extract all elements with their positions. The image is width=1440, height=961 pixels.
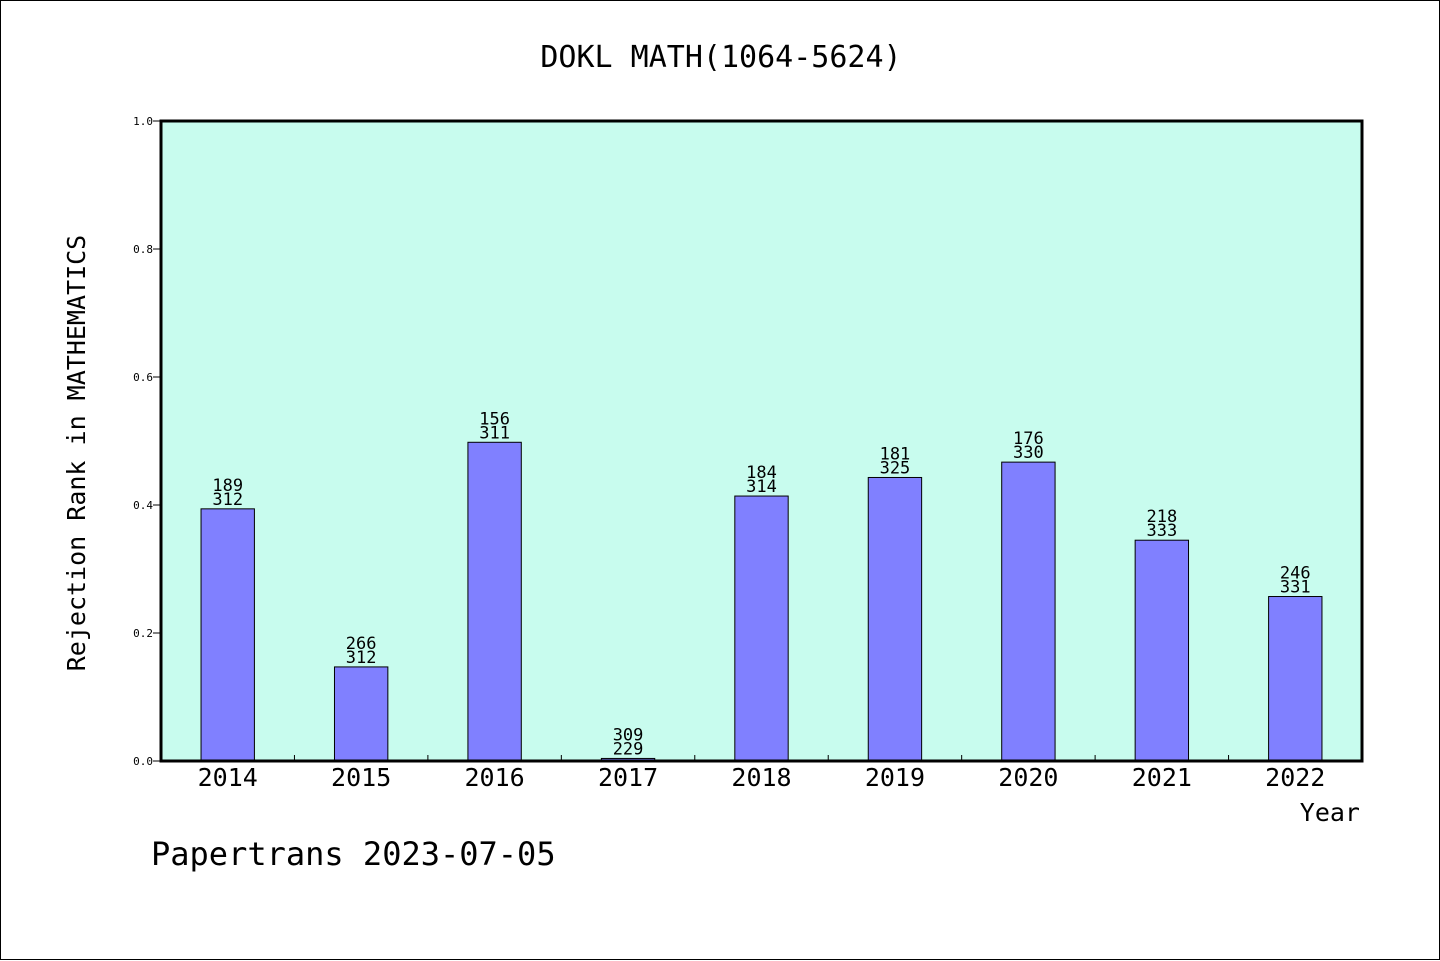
x-axis-ticks: 2014 2015 2016 2017 2018 2019 2020 2021 2022 [198, 755, 1325, 792]
x-tick-label: 2020 [998, 763, 1058, 792]
data-label-bottom: 331 [1280, 578, 1311, 598]
plot-border [159, 119, 1364, 763]
data-label-top: 156 [479, 409, 510, 429]
data-label-top: 246 [1280, 564, 1311, 584]
bar-2015 [333, 666, 389, 762]
data-label-top: 189 [212, 476, 243, 496]
x-tick-label: 2022 [1265, 763, 1325, 792]
data-label-top: 184 [746, 463, 777, 483]
y-axis-label: Rejection Rank in MATHEMATICS [62, 235, 91, 672]
data-label-bottom: 333 [1146, 521, 1177, 541]
data-label-bottom: 229 [613, 739, 644, 759]
x-tick-label: 2016 [465, 763, 525, 792]
x-axis-label: Year [1300, 798, 1360, 827]
data-label-top: 181 [880, 444, 911, 464]
data-label-top: 176 [1013, 429, 1044, 449]
bar-2018 [734, 495, 789, 762]
bar-2020 [1001, 461, 1056, 762]
y-tick-label: 0.0 [133, 755, 153, 768]
y-tick-label: 0.8 [133, 243, 153, 256]
bar-2014 [200, 508, 255, 762]
x-tick-label: 2021 [1132, 763, 1192, 792]
y-tick-label: 0.2 [133, 627, 153, 640]
bar-2016 [467, 441, 522, 762]
data-label-bottom: 330 [1013, 443, 1044, 463]
data-label-bottom: 312 [346, 648, 377, 668]
y-tick-label: 0.6 [133, 371, 153, 384]
data-label-bottom: 312 [212, 490, 243, 510]
x-tick-label: 2019 [865, 763, 925, 792]
bar-2021 [1134, 539, 1190, 762]
x-tick-label: 2015 [331, 763, 391, 792]
data-labels: 1893122663121563113092291843141813251763… [212, 409, 1310, 759]
data-label-top: 309 [613, 725, 644, 745]
y-axis-ticks: 0.0 0.2 0.4 0.6 0.8 1.0 [133, 115, 161, 768]
data-label-bottom: 311 [479, 423, 510, 443]
bars [200, 441, 1323, 762]
chart-title: DOKL MATH(1064-5624) [540, 40, 901, 75]
x-tick-label: 2017 [598, 763, 658, 792]
bar-2019 [867, 476, 923, 762]
bar-2022 [1268, 596, 1323, 762]
data-label-bottom: 325 [880, 458, 911, 478]
y-tick-label: 1.0 [133, 115, 153, 128]
data-label-bottom: 314 [746, 477, 777, 497]
x-tick-label: 2018 [731, 763, 791, 792]
footer-credit: Papertrans 2023-07-05 [151, 835, 556, 873]
data-label-top: 218 [1146, 507, 1177, 527]
y-tick-label: 0.4 [133, 499, 153, 512]
x-tick-label: 2014 [198, 763, 258, 792]
data-label-top: 266 [346, 634, 377, 654]
